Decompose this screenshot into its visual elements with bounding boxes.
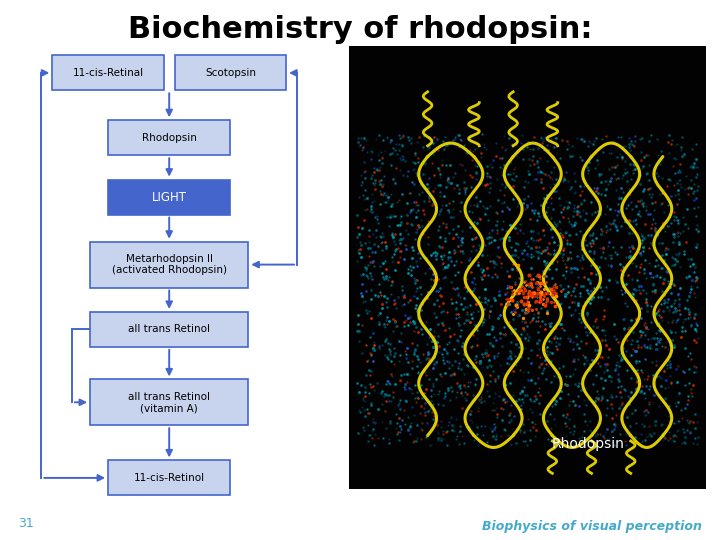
FancyBboxPatch shape	[349, 46, 706, 489]
FancyBboxPatch shape	[52, 56, 163, 90]
Text: Biophysics of visual perception: Biophysics of visual perception	[482, 520, 702, 533]
Text: all trans Retinol: all trans Retinol	[128, 325, 210, 334]
Text: Biochemistry of rhodopsin:: Biochemistry of rhodopsin:	[127, 15, 593, 44]
FancyBboxPatch shape	[90, 379, 248, 426]
Text: Metarhodopsin II
(activated Rhodopsin): Metarhodopsin II (activated Rhodopsin)	[112, 254, 227, 275]
Text: all trans Retinol
(vitamin A): all trans Retinol (vitamin A)	[128, 392, 210, 413]
FancyBboxPatch shape	[90, 312, 248, 347]
Text: 11-cis-Retinol: 11-cis-Retinol	[134, 473, 204, 483]
Text: LIGHT: LIGHT	[152, 191, 186, 204]
Text: 11-cis-Retinal: 11-cis-Retinal	[73, 68, 143, 78]
FancyBboxPatch shape	[108, 120, 230, 156]
FancyBboxPatch shape	[90, 241, 248, 287]
FancyBboxPatch shape	[108, 460, 230, 496]
FancyBboxPatch shape	[174, 56, 287, 90]
Text: Scotopsin: Scotopsin	[205, 68, 256, 78]
Text: Rhodopsin: Rhodopsin	[552, 437, 624, 451]
Text: Rhodopsin: Rhodopsin	[142, 133, 197, 143]
Text: 31: 31	[18, 517, 34, 530]
FancyBboxPatch shape	[108, 179, 230, 214]
